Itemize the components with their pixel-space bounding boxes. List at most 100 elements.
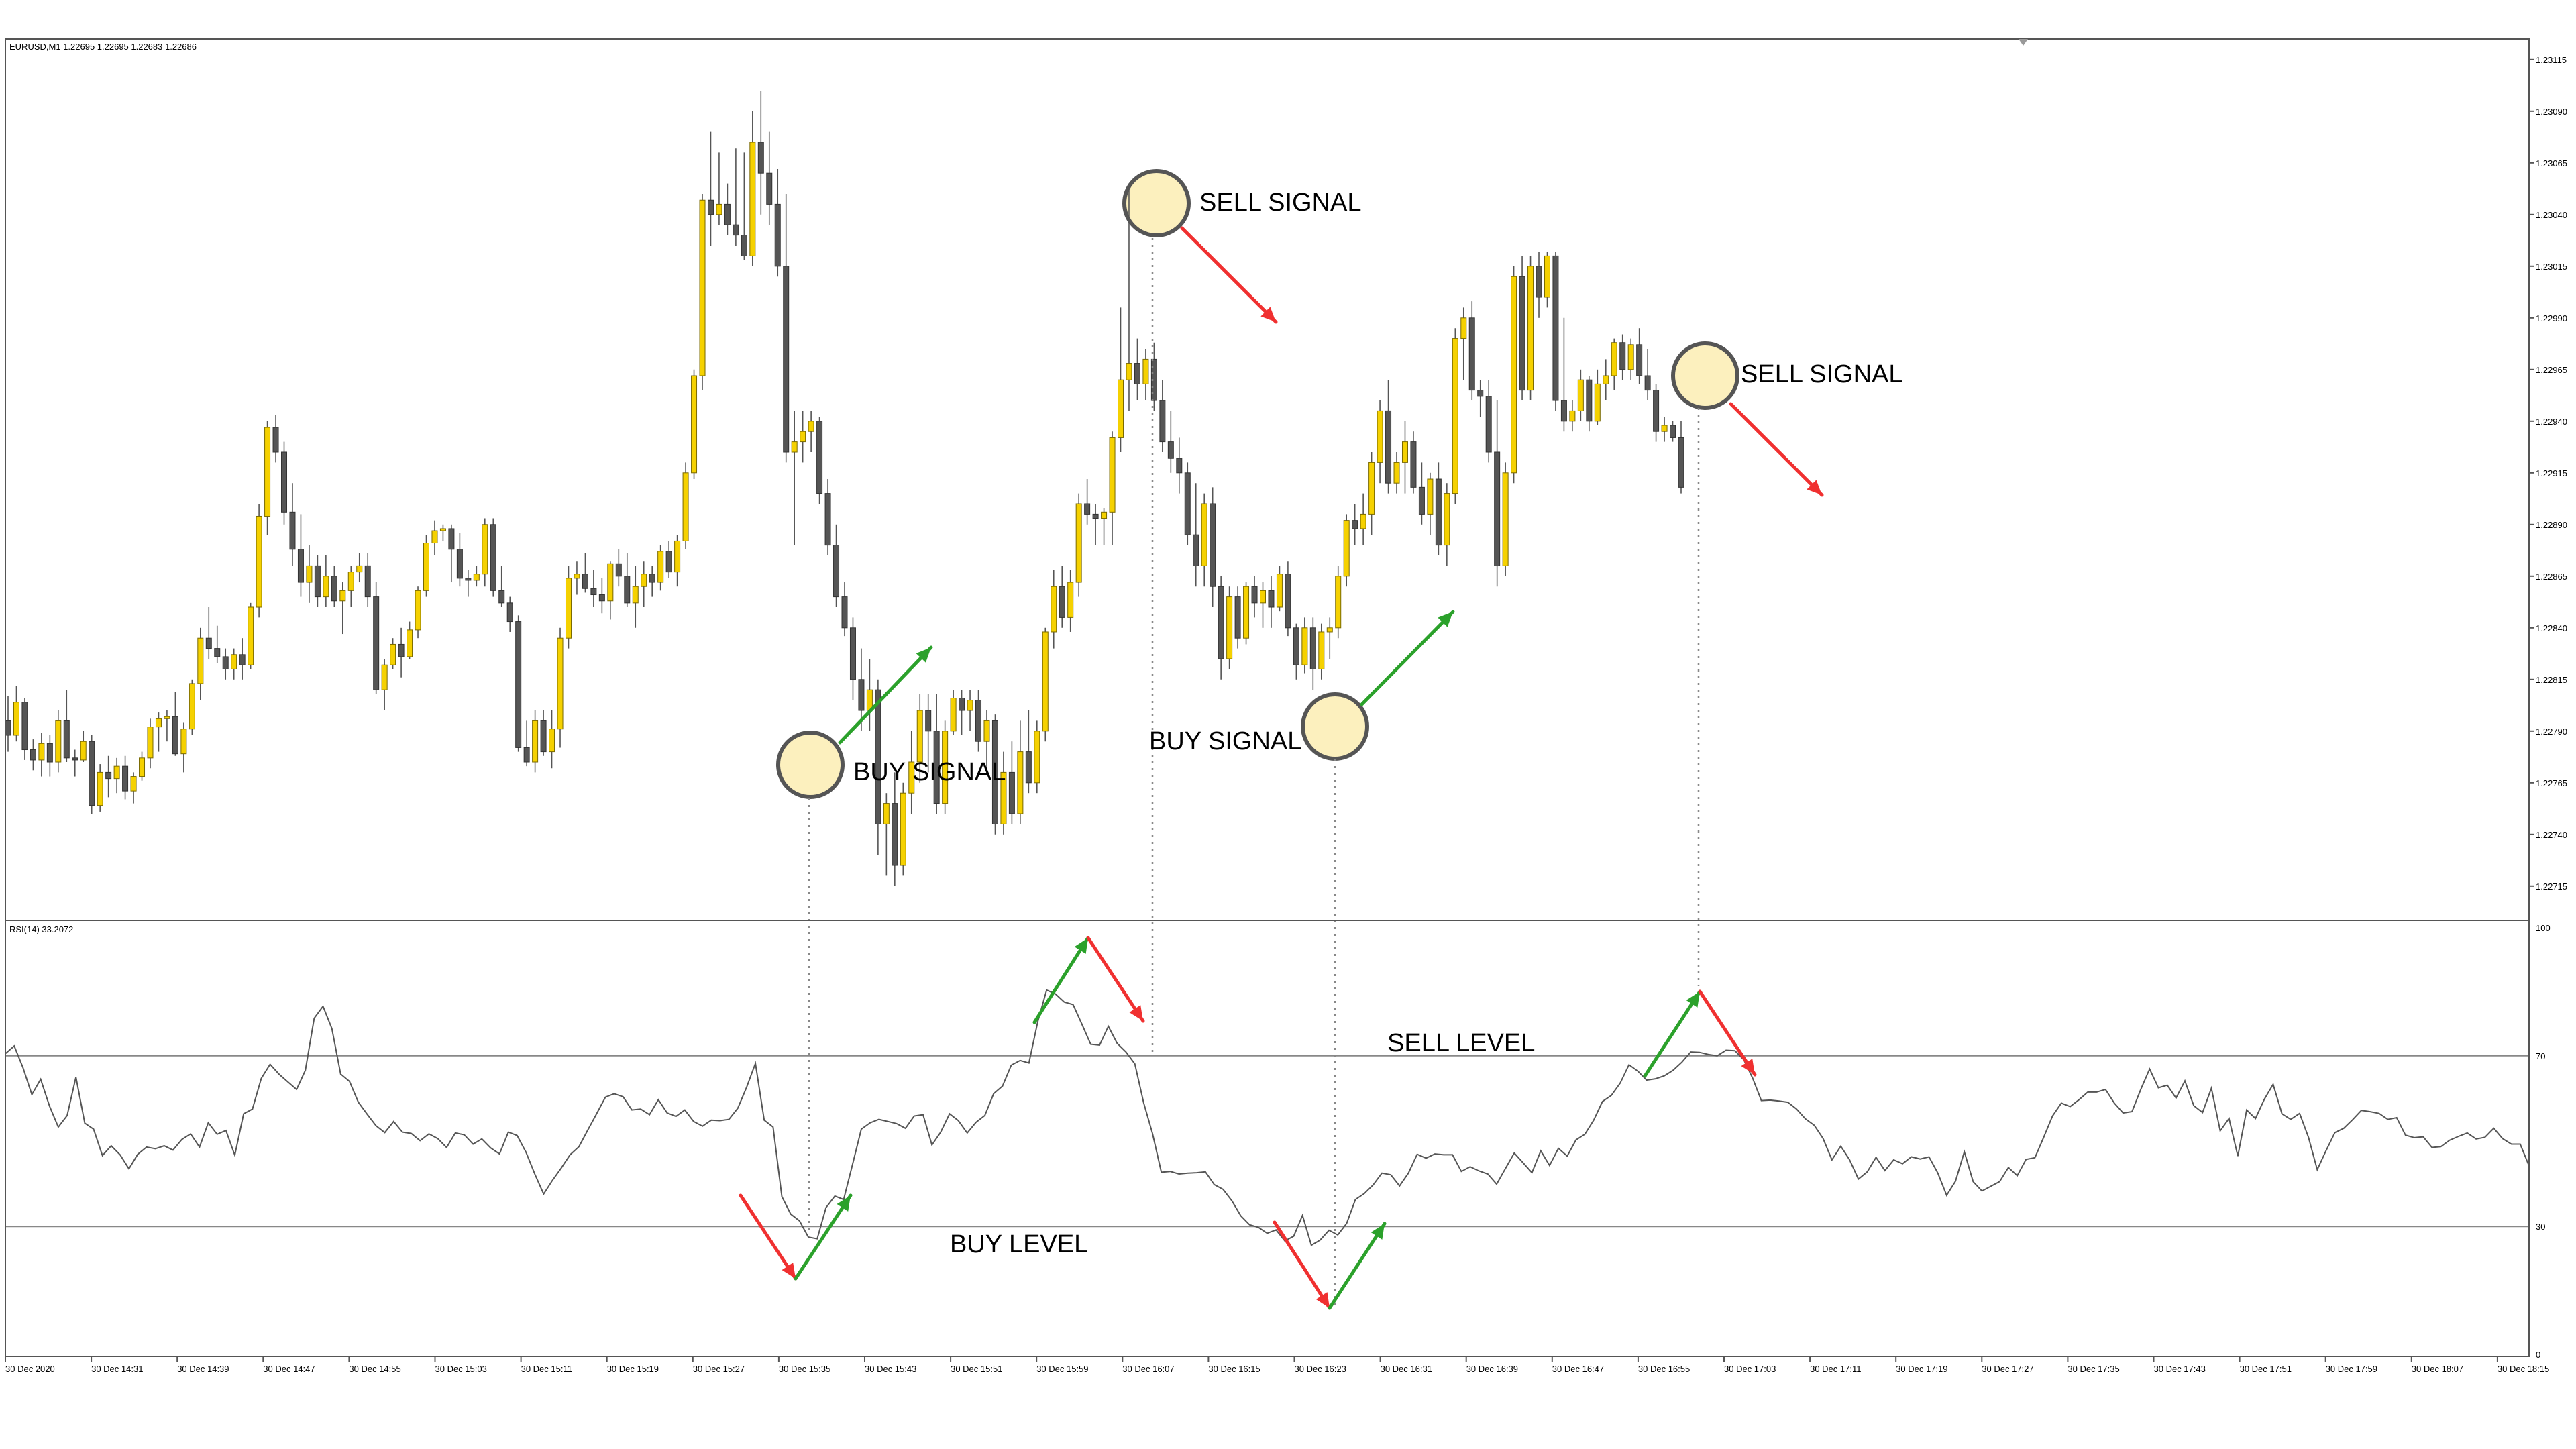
candle xyxy=(757,91,764,215)
candle-body-bull xyxy=(113,765,120,780)
candle xyxy=(1142,349,1149,400)
candle-body-bear xyxy=(1008,771,1015,814)
time-tick-label: 30 Dec 14:47 xyxy=(263,1364,315,1374)
candle xyxy=(800,411,806,463)
candle-body-bull xyxy=(381,664,388,690)
candle-body-bull xyxy=(1569,410,1576,422)
price-tick-label: 1.22740 xyxy=(2536,830,2567,840)
candle-body-bull xyxy=(1017,751,1024,814)
candle xyxy=(875,679,881,855)
rsi-up-arrow-buy-1 xyxy=(794,1193,853,1281)
candle-body-bear xyxy=(1385,410,1392,484)
candle-body-bull xyxy=(1377,410,1383,463)
candle xyxy=(139,751,146,781)
candle-body-bear xyxy=(1285,574,1291,629)
candle xyxy=(113,757,120,794)
candle xyxy=(1042,627,1049,742)
candle-body-bear xyxy=(724,203,731,225)
candle xyxy=(1084,479,1091,525)
candle-body-bear xyxy=(314,565,321,598)
candle-body-bear xyxy=(1494,451,1501,566)
candle-body-bear xyxy=(1176,458,1183,474)
candle-body-bull xyxy=(1075,503,1082,583)
candle-body-bull xyxy=(155,718,162,728)
candle-body-bear xyxy=(297,549,304,583)
price-tick-label: 1.22890 xyxy=(2536,520,2567,530)
candle-body-bull xyxy=(1460,317,1467,339)
rsi-tick-label: 30 xyxy=(2536,1222,2545,1232)
candle-body-bear xyxy=(456,549,463,579)
candle-body-bear xyxy=(172,716,178,755)
candle-body-bull xyxy=(1226,596,1233,659)
candle xyxy=(1644,349,1651,400)
candle-body-bear xyxy=(1159,400,1166,443)
time-tick-label: 30 Dec 17:19 xyxy=(1896,1364,1947,1374)
candle-body-bear xyxy=(598,594,605,602)
candle xyxy=(1150,342,1157,411)
candle xyxy=(1226,586,1233,669)
signal-markers-background xyxy=(776,169,1739,799)
candle xyxy=(925,694,932,773)
rsi-panel-frame xyxy=(5,920,2530,1357)
candle xyxy=(967,690,973,731)
candle-body-bear xyxy=(1519,276,1525,391)
candle-body-bull xyxy=(1577,379,1584,411)
candle-body-bull xyxy=(691,375,698,474)
candle-body-bull xyxy=(916,710,923,763)
time-tick-label: 30 Dec 16:39 xyxy=(1466,1364,1518,1374)
candle-body-bull xyxy=(1527,266,1534,391)
candle xyxy=(632,566,639,628)
chart-shift-marker[interactable] xyxy=(2019,39,2028,46)
candle-body-bear xyxy=(1150,358,1157,401)
candle-body-bear xyxy=(1352,520,1358,529)
candle xyxy=(883,793,890,876)
candle xyxy=(1653,384,1660,442)
candle xyxy=(716,152,722,225)
candle-body-bull xyxy=(130,776,137,792)
buy-signal-label-1: BUY SIGNAL xyxy=(853,758,1006,786)
candle-body-bear xyxy=(665,551,672,573)
candle-body-bull xyxy=(674,540,681,573)
price-tick-label: 1.22765 xyxy=(2536,778,2567,788)
candle-body-bear xyxy=(1184,472,1191,535)
candle-body-bull xyxy=(147,727,154,759)
time-tick-label: 30 Dec 17:11 xyxy=(1810,1364,1861,1374)
candle xyxy=(892,772,898,886)
candle xyxy=(46,735,53,777)
time-tick-label: 30 Dec 16:15 xyxy=(1208,1364,1260,1374)
candle-body-bull xyxy=(574,574,580,579)
candle xyxy=(339,582,346,635)
price-tick-label: 1.22815 xyxy=(2536,675,2567,685)
candle-body-bear xyxy=(1560,400,1567,422)
candle-body-bull xyxy=(883,803,890,824)
price-tick-label: 1.23115 xyxy=(2536,55,2567,65)
candle xyxy=(641,561,647,607)
candle-body-bear xyxy=(707,199,714,215)
candle xyxy=(256,504,262,618)
candle xyxy=(691,369,698,480)
candle-body-bull xyxy=(1042,631,1049,732)
candle-body-bear xyxy=(991,720,998,824)
candle-body-bull xyxy=(256,515,262,608)
candle xyxy=(1477,380,1484,417)
candle xyxy=(1126,183,1132,411)
candle-body-bull xyxy=(189,683,195,730)
rsi-down-arrow-sell-2 xyxy=(1698,989,1757,1077)
candle xyxy=(916,694,923,783)
candle xyxy=(314,555,321,607)
rsi-up-arrow-sell-1 xyxy=(1032,936,1090,1024)
candle-body-bull xyxy=(431,530,438,544)
buy-arrow-price-1 xyxy=(838,645,933,745)
time-tick-label: 30 Dec 16:55 xyxy=(1638,1364,1690,1374)
time-tick-label: 30 Dec 17:03 xyxy=(1724,1364,1776,1374)
candle xyxy=(665,541,672,578)
candle-body-bull xyxy=(1452,338,1458,494)
candle-body-bull xyxy=(323,576,329,598)
candle xyxy=(415,586,421,639)
candle xyxy=(1301,617,1308,674)
candle-body-bull xyxy=(1401,441,1408,463)
candle-body-bear xyxy=(783,266,790,453)
candle-body-bear xyxy=(1059,586,1065,618)
candle xyxy=(55,710,62,773)
candle xyxy=(808,411,814,452)
